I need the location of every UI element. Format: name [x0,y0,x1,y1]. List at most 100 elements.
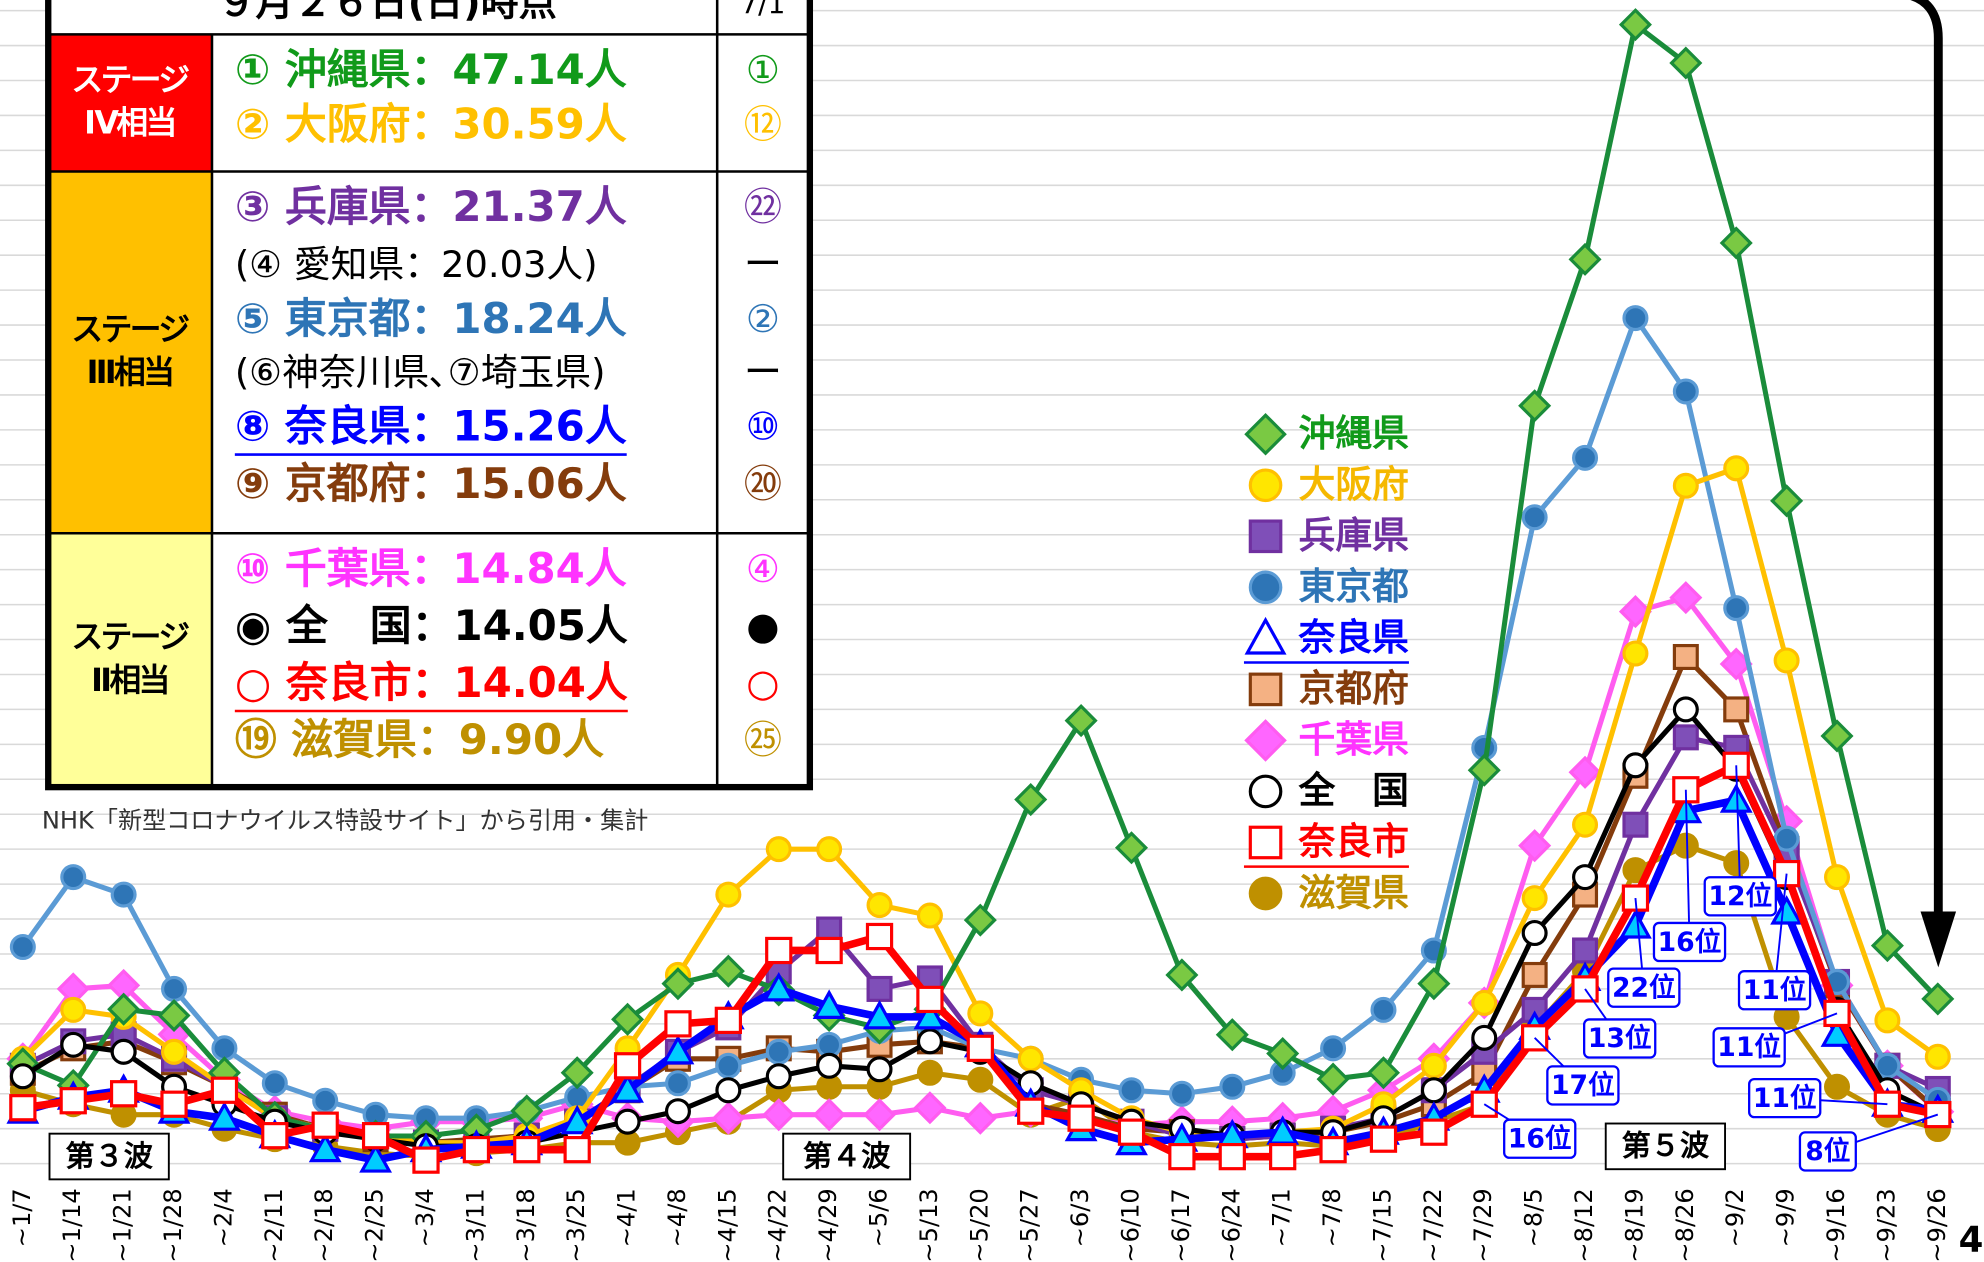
legend-marker [1244,719,1287,762]
x-tick-label: ~5/6 [865,1188,893,1247]
x-tick-label: ~7/15 [1368,1188,1396,1262]
point [966,1034,994,1062]
pointer [1684,789,1691,943]
rank-label: 16位 [1658,927,1722,958]
point [1823,1073,1851,1100]
stage-cell [48,34,212,172]
point [1874,1052,1901,1079]
table-rank: ー [744,350,782,394]
point [210,1076,239,1104]
stage-cell [48,171,212,534]
point [664,1098,691,1125]
stage-label: ステージ [71,312,189,348]
page-number: 4 [1959,1220,1984,1261]
point [967,1000,994,1027]
point [863,1098,897,1132]
rank-label: 12位 [1708,881,1772,912]
x-tick-label: ~8/5 [1520,1188,1548,1247]
table-rank: ○ [746,661,779,705]
point [1521,504,1548,531]
x-tick-label: ~4/29 [814,1188,842,1262]
rank-box [1583,1018,1657,1059]
x-tick-label: ~3/11 [461,1188,489,1262]
point [60,996,87,1023]
wave-box [1604,1122,1727,1171]
point [1521,885,1548,912]
point [1165,958,1199,992]
rank-label: 13位 [1588,1023,1652,1054]
table-rank: ㉕ [744,718,782,762]
point [1320,1035,1347,1062]
point [1618,8,1652,42]
rank-box [1652,921,1727,963]
x-tick-label: ~7/22 [1419,1188,1447,1262]
point [1168,1080,1195,1107]
point [963,1101,997,1135]
point [1723,696,1750,723]
x-tick-label: ~7/1 [1268,1188,1296,1247]
x-tick-label: ~9/26 [1923,1188,1951,1262]
x-tick-label: ~5/20 [965,1188,993,1262]
rank-label: 11位 [1717,1032,1781,1063]
x-tick-label: ~3/4 [411,1188,439,1247]
table-rank: ④ [746,547,780,591]
point [110,1038,137,1065]
point [711,1101,745,1135]
point [1672,378,1699,405]
x-tick-label: ~3/25 [562,1188,590,1262]
legend-label: 奈良市 [1298,820,1409,863]
point [1370,996,1397,1023]
x-tick-label: ~1/21 [109,1188,137,1262]
point [161,1038,188,1065]
point [1773,825,1800,852]
point [664,1070,691,1097]
rank-box [1703,876,1777,917]
point [765,1063,792,1090]
point [765,936,793,965]
point [1672,696,1699,723]
rank-box [1503,1118,1577,1159]
legend-label: 京都府 [1299,667,1409,710]
source-note: NHK「新型コロナウイルス特設サイト」から引用・集計 [42,806,649,834]
x-tick-label: ~2/25 [361,1188,389,1262]
point [1572,444,1599,471]
point [308,1132,342,1163]
point [311,1111,339,1139]
rank-label: 8位 [1805,1136,1850,1167]
point [1672,472,1699,499]
point [711,954,745,988]
arrow [1910,0,1943,921]
point [1568,242,1602,276]
point [1471,989,1498,1016]
point [1420,1052,1447,1079]
point [1870,929,1904,963]
point [762,1098,796,1132]
point [1770,484,1804,518]
table-entry: ② 大阪府：30.59人 [235,100,627,149]
point [312,1087,339,1114]
x-tick-label: ~2/4 [209,1188,237,1247]
point [866,975,893,1002]
point [916,902,943,929]
point [816,1052,843,1079]
plot [6,8,1955,1174]
legend-marker [1248,672,1283,707]
legend-marker [1248,876,1283,911]
table-entry: ③ 兵庫県：21.37人 [235,182,627,231]
x-tick-label: ~6/24 [1217,1188,1245,1262]
point [1874,1007,1901,1034]
x-tick-label: ~4/22 [764,1188,792,1262]
point [1921,982,1955,1016]
point [1471,1024,1498,1051]
point [1420,1118,1448,1146]
rank-label: 17位 [1551,1070,1615,1101]
rank-box [1546,1065,1620,1106]
point [1619,909,1652,939]
point [664,1010,692,1038]
point [1572,811,1599,838]
point [1319,1135,1347,1164]
point [1924,1043,1951,1070]
point [765,836,792,863]
stage-label: Ⅱ相当 [91,663,168,699]
